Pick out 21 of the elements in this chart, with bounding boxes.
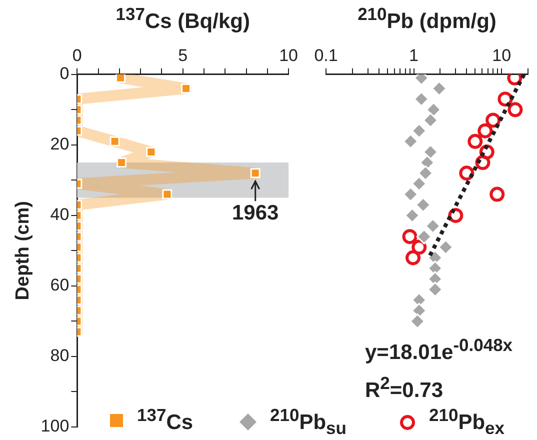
- x-tick-label: 10: [492, 46, 512, 65]
- legend-label: $^{210}$Pb$_{su}$: [270, 405, 346, 440]
- y-tick-label: 40: [50, 205, 70, 224]
- y-tick-label: 20: [50, 134, 70, 154]
- x-tick-label: 10: [279, 46, 298, 65]
- x-tick-label: 0: [72, 46, 82, 65]
- annotation: y=18.01e$^{-0.048x}$: [365, 334, 513, 366]
- x-axis-title: $^{210}$Pb (dpm/g): [356, 4, 498, 34]
- x-axis-title: $^{137}$Cs (Bq/kg): [114, 4, 251, 34]
- y-tick-label: 80: [50, 346, 70, 366]
- annotation: R$^{2}$=0.73: [365, 372, 444, 404]
- y-tick-label: 0: [60, 64, 70, 84]
- legend-label: $^{137}$Cs: [137, 405, 194, 435]
- y-tick-label: 100: [40, 416, 70, 436]
- x-tick-label: 1: [409, 46, 419, 65]
- y-tick-label: 60: [50, 276, 70, 295]
- legend-label: $^{210}$Pb$_{ex}$: [429, 405, 505, 440]
- annotation: 1963: [232, 201, 279, 224]
- x-tick-label: 5: [178, 46, 188, 65]
- y-axis-title: Depth (cm): [12, 201, 34, 300]
- x-tick-label: 0.1: [314, 46, 338, 65]
